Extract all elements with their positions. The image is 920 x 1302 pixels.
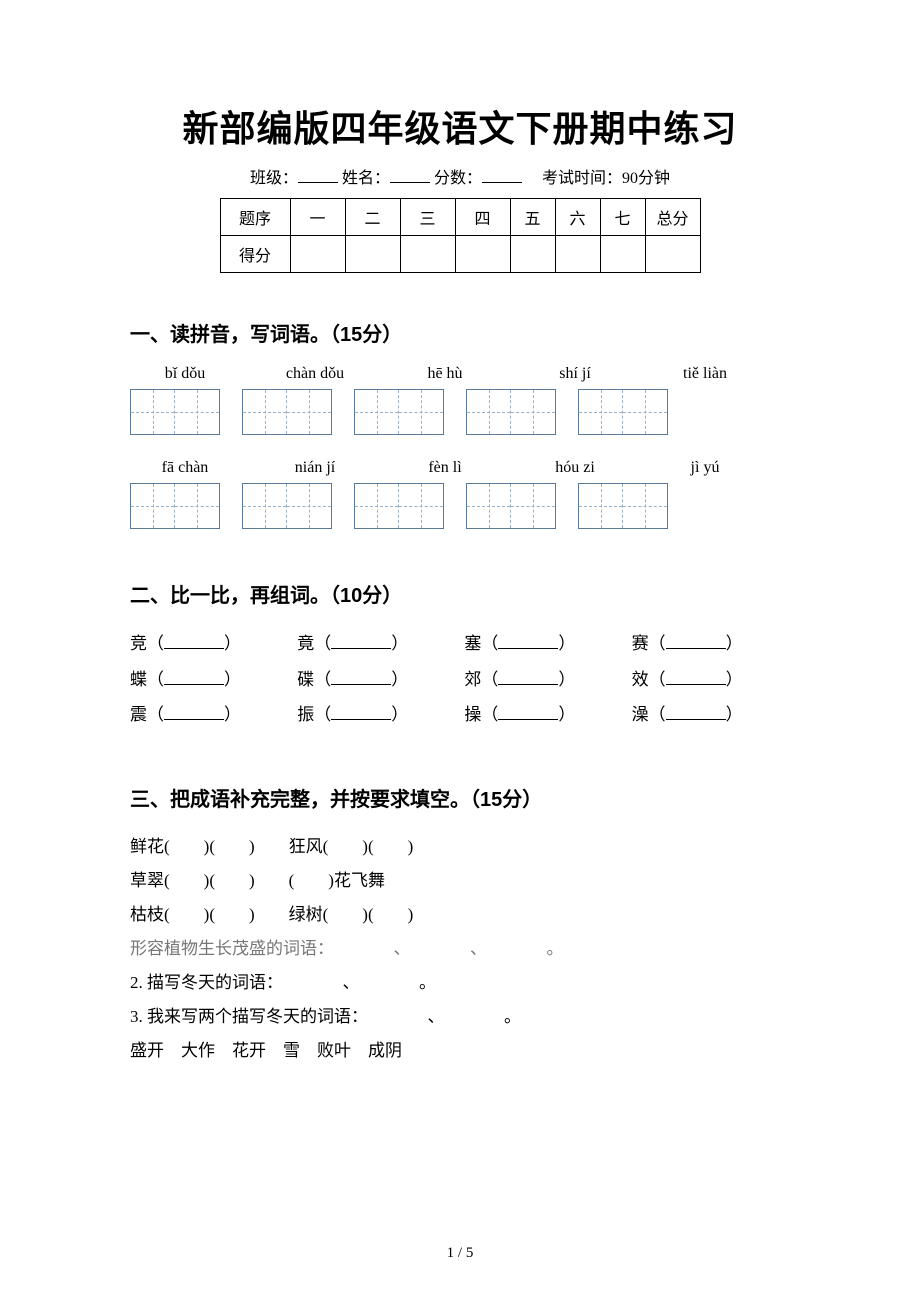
cmp-blank[interactable] [498,703,558,720]
page-title: 新部编版四年级语文下册期中练习 [130,100,790,152]
compare-row-1: 竞（） 竟（） 塞（） 赛（） [130,626,790,662]
word-box-2-1[interactable] [130,483,220,529]
box-row-1 [130,389,790,435]
cmp-blank[interactable] [164,632,224,649]
pinyin-1-5: tiě liàn [660,365,750,383]
score-cell-6[interactable] [555,236,600,273]
section2-heading: 二、比一比，再组词。（10分） [130,579,790,608]
page-footer: 1 / 5 [0,1245,920,1262]
score-cell-3[interactable] [400,236,455,273]
word-box-1-5[interactable] [578,389,668,435]
cmp-1-2: 竟（） [297,626,455,662]
score-th-0: 题序 [220,199,290,236]
pinyin-1-3: hē hù [400,365,490,383]
compare-block: 竞（） 竟（） 塞（） 赛（） 蝶（） 碟（） 郊（） 效（） 震（） 振（） … [130,626,790,733]
score-label: 分数： [434,170,482,187]
cmp-1-1: 竞（） [130,626,288,662]
pinyin-1-4: shí jí [530,365,620,383]
score-th-1: 一 [290,199,345,236]
pinyin-2-4: hóu zi [530,459,620,477]
class-blank[interactable] [298,167,338,183]
idiom-extra-3: 盛开 大作 花开 雪 败叶 成阴 [130,1034,790,1068]
time-label: 考试时间：90分钟 [542,170,670,187]
score-table: 题序 一 二 三 四 五 六 七 总分 得分 [220,198,701,273]
cmp-1-3: 塞（） [464,626,622,662]
cmp-2-2: 碟（） [297,662,455,698]
info-line: 班级： 姓名： 分数： 考试时间：90分钟 [130,164,790,188]
cmp-blank[interactable] [666,668,726,685]
word-box-2-3[interactable] [354,483,444,529]
score-th-5: 五 [510,199,555,236]
cmp-blank[interactable] [666,703,726,720]
score-th-6: 六 [555,199,600,236]
cmp-blank[interactable] [331,632,391,649]
idiom-line-2: 草翠( )( ) ( )花飞舞 [130,864,790,898]
idiom-extra-2: 3. 我来写两个描写冬天的词语： 、 。 [130,1000,790,1034]
score-cell-4[interactable] [455,236,510,273]
cmp-3-2: 振（） [297,697,455,733]
section3-heading: 三、把成语补充完整，并按要求填空。（15分） [130,783,790,812]
score-cell-2[interactable] [345,236,400,273]
cmp-2-3: 郊（） [464,662,622,698]
word-box-1-2[interactable] [242,389,332,435]
cmp-3-1: 震（） [130,697,288,733]
pinyin-2-5: jì yú [660,459,750,477]
score-cell-5[interactable] [510,236,555,273]
word-box-1-4[interactable] [466,389,556,435]
pinyin-1-1: bǐ dǒu [140,365,230,383]
compare-row-3: 震（） 振（） 操（） 澡（） [130,697,790,733]
name-label: 姓名： [342,170,390,187]
cmp-blank[interactable] [164,703,224,720]
score-th-2: 二 [345,199,400,236]
idiom-line-3: 枯枝( )( ) 绿树( )( ) [130,898,790,932]
word-box-2-2[interactable] [242,483,332,529]
cmp-3-3: 操（） [464,697,622,733]
box-row-2 [130,483,790,529]
idiom-gray-line: 形容植物生长茂盛的词语： 、 、 。 [130,932,790,966]
pinyin-2-3: fèn lì [400,459,490,477]
score-th-4: 四 [455,199,510,236]
score-table-header-row: 题序 一 二 三 四 五 六 七 总分 [220,199,700,236]
score-row-label: 得分 [220,236,290,273]
cmp-2-1: 蝶（） [130,662,288,698]
cmp-blank[interactable] [666,632,726,649]
class-label: 班级： [250,170,298,187]
score-cell-total[interactable] [645,236,700,273]
cmp-1-4: 赛（） [632,626,790,662]
word-box-2-4[interactable] [466,483,556,529]
word-box-1-3[interactable] [354,389,444,435]
cmp-blank[interactable] [331,668,391,685]
pinyin-2-2: nián jí [270,459,360,477]
cmp-blank[interactable] [498,632,558,649]
score-th-3: 三 [400,199,455,236]
idiom-extra-1: 2. 描写冬天的词语： 、 。 [130,966,790,1000]
score-th-8: 总分 [645,199,700,236]
pinyin-row-2: fā chàn nián jí fèn lì hóu zi jì yú [140,459,790,477]
cmp-blank[interactable] [164,668,224,685]
pinyin-2-1: fā chàn [140,459,230,477]
cmp-blank[interactable] [498,668,558,685]
pinyin-row-1: bǐ dǒu chàn dǒu hē hù shí jí tiě liàn [140,365,790,383]
score-th-7: 七 [600,199,645,236]
score-cell-7[interactable] [600,236,645,273]
cmp-2-4: 效（） [632,662,790,698]
page: 新部编版四年级语文下册期中练习 班级： 姓名： 分数： 考试时间：90分钟 题序… [0,0,920,1302]
cmp-3-4: 澡（） [632,697,790,733]
pinyin-1-2: chàn dǒu [270,365,360,383]
idiom-line-1: 鲜花( )( ) 狂风( )( ) [130,830,790,864]
cmp-blank[interactable] [331,703,391,720]
section1-heading: 一、读拼音，写词语。（15分） [130,318,790,347]
score-table-score-row: 得分 [220,236,700,273]
word-box-1-1[interactable] [130,389,220,435]
name-blank[interactable] [390,167,430,183]
score-blank[interactable] [482,167,522,183]
word-box-2-5[interactable] [578,483,668,529]
score-cell-1[interactable] [290,236,345,273]
compare-row-2: 蝶（） 碟（） 郊（） 效（） [130,662,790,698]
